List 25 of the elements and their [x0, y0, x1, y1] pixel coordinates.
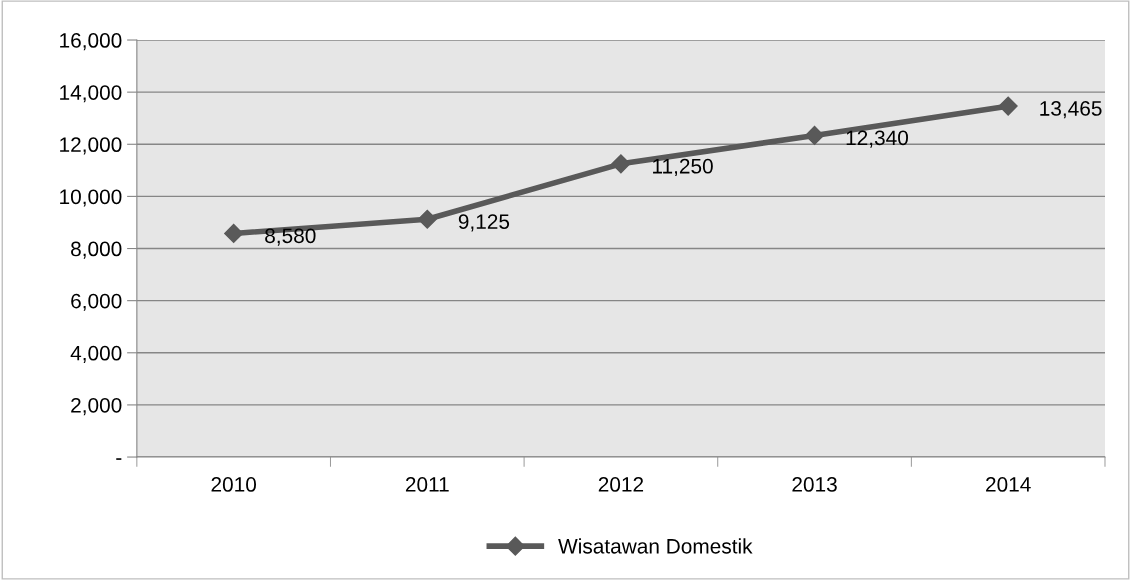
point — [224, 223, 244, 243]
y-tick-label: 6,000 — [71, 293, 122, 311]
y-tick-label: 10,000 — [60, 189, 122, 207]
x-tick-label: 2014 — [986, 477, 1031, 492]
data-label: 8,580 — [265, 228, 316, 246]
y-tick-label: - — [116, 458, 122, 460]
legend-label: Wisatawan Domestik — [558, 538, 753, 554]
point — [611, 154, 631, 174]
y-tick-label: 2,000 — [71, 397, 122, 416]
y-tick-label: 8,000 — [71, 241, 122, 259]
data-label: 11,250 — [653, 158, 713, 177]
point — [805, 125, 825, 145]
point — [998, 96, 1018, 116]
data-label: 12,340 — [846, 130, 909, 148]
y-tick-label: 16,000 — [60, 33, 122, 51]
x-tick-label: 2013 — [792, 477, 837, 492]
data-label: 9,125 — [458, 214, 510, 232]
x-tick-label: 2012 — [598, 477, 644, 492]
y-tick-label: 14,000 — [60, 85, 122, 103]
x-tick-label: 2011 — [405, 477, 449, 492]
y-tick-label: 4,000 — [70, 345, 122, 363]
x-tick-label: 2010 — [211, 477, 257, 492]
y-tick-label: 12,000 — [60, 137, 122, 155]
point — [417, 209, 437, 229]
data-label: 13,465 — [1040, 101, 1102, 119]
